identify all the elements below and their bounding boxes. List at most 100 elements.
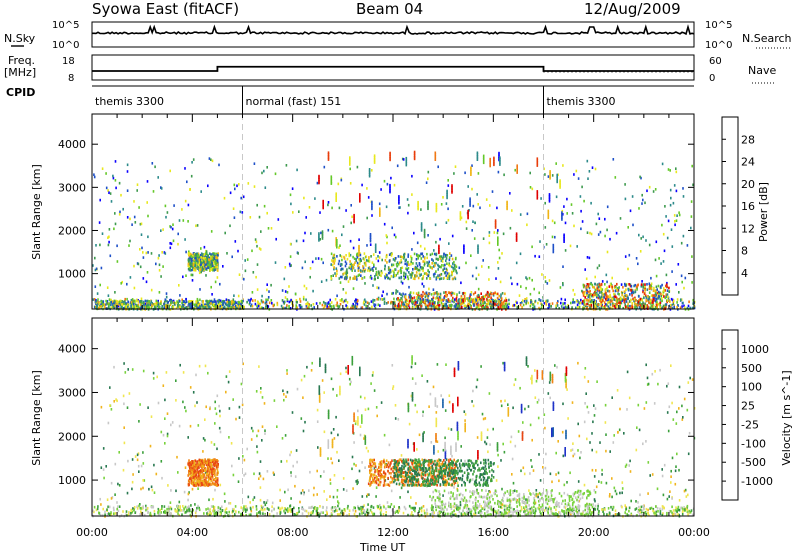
- data-cell: [450, 305, 452, 309]
- data-cell: [200, 263, 202, 266]
- data-cell: [479, 206, 481, 210]
- data-cell: [290, 497, 292, 500]
- data-cell: [650, 286, 653, 290]
- data-cell: [594, 292, 597, 295]
- data-cell: [352, 255, 354, 259]
- data-cell: [194, 264, 196, 267]
- data-cell: [395, 306, 398, 310]
- data-cell: [191, 268, 193, 272]
- data-cell: [416, 299, 419, 302]
- data-cell: [109, 386, 111, 389]
- data-cell: [552, 243, 555, 247]
- data-cell: [300, 417, 303, 420]
- data-cell: [216, 268, 219, 272]
- data-cell: [316, 408, 319, 412]
- data-cell: [627, 302, 629, 306]
- data-cell: [579, 456, 581, 460]
- data-cell: [329, 304, 331, 308]
- data-cell: [627, 297, 629, 300]
- data-cell: [459, 214, 462, 218]
- data-cell: [234, 302, 236, 305]
- data-cell: [296, 168, 298, 172]
- data-cell: [133, 302, 135, 306]
- data-cell: [363, 504, 365, 507]
- data-cell: [652, 300, 654, 304]
- data-cell: [167, 484, 169, 487]
- data-cell: [469, 200, 471, 204]
- data-cell: [420, 300, 423, 304]
- data-cell: [134, 455, 137, 458]
- data-cell: [135, 303, 137, 307]
- data-cell: [261, 306, 263, 309]
- data-cell: [476, 156, 479, 160]
- data-cell: [297, 252, 299, 255]
- data-cell: [110, 497, 113, 500]
- data-cell: [572, 301, 574, 304]
- data-cell: [426, 264, 429, 267]
- data-cell: [96, 303, 99, 306]
- data-cell: [137, 464, 140, 468]
- data-cell: [373, 299, 376, 302]
- data-cell: [405, 302, 408, 306]
- data-cell: [422, 290, 424, 294]
- data-cell: [459, 211, 462, 214]
- data-cell: [657, 290, 660, 294]
- data-cell: [585, 288, 588, 291]
- data-cell: [412, 268, 414, 271]
- data-cell: [208, 157, 211, 160]
- data-cell: [394, 304, 396, 308]
- data-cell: [522, 466, 525, 470]
- data-cell: [210, 285, 212, 289]
- data-cell: [250, 426, 253, 430]
- data-cell: [108, 302, 111, 305]
- data-cell: [283, 302, 285, 305]
- data-cell: [666, 289, 669, 292]
- data-cell: [521, 299, 524, 302]
- data-cell: [353, 277, 355, 280]
- data-cell: [469, 300, 471, 303]
- data-cell: [225, 298, 228, 301]
- data-cell: [474, 291, 477, 294]
- data-cell: [618, 293, 620, 296]
- data-cell: [424, 295, 427, 298]
- data-cell: [196, 262, 198, 265]
- data-cell: [564, 249, 567, 252]
- data-cell: [598, 291, 601, 294]
- data-cell: [365, 255, 368, 258]
- data-cell: [530, 302, 533, 306]
- data-cell: [298, 210, 300, 213]
- data-cell: [418, 268, 420, 272]
- data-cell: [597, 212, 599, 216]
- data-cell: [608, 299, 610, 303]
- data-cell: [576, 245, 578, 248]
- data-cell: [497, 239, 499, 243]
- data-cell: [203, 268, 205, 271]
- data-cell: [290, 298, 292, 302]
- data-cell: [163, 251, 166, 254]
- data-cell: [208, 252, 211, 255]
- data-cell: [650, 286, 652, 289]
- data-cell: [356, 305, 358, 308]
- data-cell: [368, 171, 371, 174]
- data-cell: [420, 208, 422, 211]
- data-cell: [471, 229, 473, 232]
- data-cell: [237, 480, 240, 483]
- data-cell: [651, 301, 653, 304]
- data-cell: [306, 302, 309, 305]
- data-cell: [215, 259, 217, 262]
- data-cell: [541, 273, 543, 276]
- data-cell: [586, 298, 588, 301]
- data-cell: [368, 256, 370, 259]
- data-cell: [479, 300, 482, 303]
- data-cell: [400, 270, 403, 273]
- data-cell: [373, 157, 376, 161]
- data-cell: [571, 448, 574, 452]
- data-cell: [688, 300, 690, 304]
- data-cell: [237, 294, 240, 298]
- data-cell: [525, 286, 527, 290]
- data-cell: [101, 232, 104, 235]
- data-cell: [109, 254, 112, 258]
- data-cell: [364, 466, 366, 469]
- data-cell: [339, 281, 342, 284]
- data-cell: [453, 300, 455, 304]
